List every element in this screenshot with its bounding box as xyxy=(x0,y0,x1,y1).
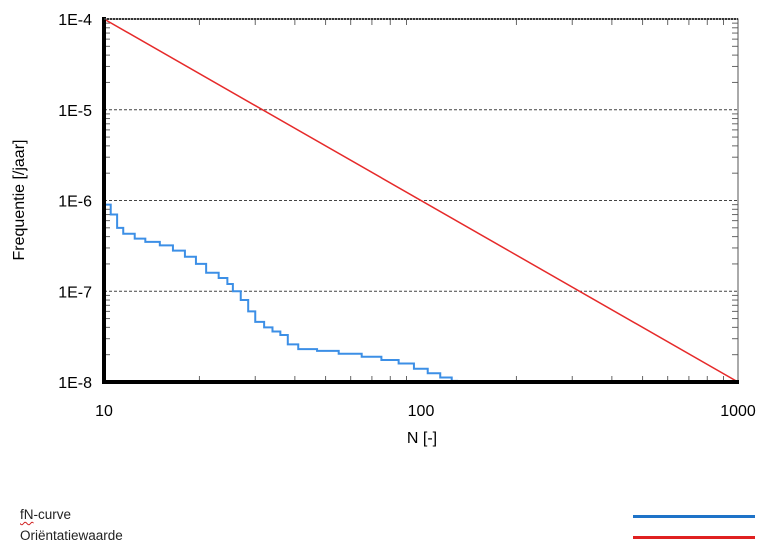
x-tick-label: 10 xyxy=(95,403,113,420)
tick-labels: 10 100 1000 1E-4 1E-5 1E-6 1E-7 1E-8 xyxy=(58,12,756,420)
series-layer xyxy=(103,18,739,383)
x-tick-label: 1000 xyxy=(720,403,756,420)
y-tick-label: 1E-5 xyxy=(58,103,92,120)
fn-curve-line xyxy=(104,203,459,382)
orientatiewaarde-line xyxy=(103,18,739,383)
axes xyxy=(102,17,739,384)
y-axis-label: Frequentie [/jaar] xyxy=(11,140,28,261)
x-axis-label: N [-] xyxy=(407,430,437,447)
y-tick-label: 1E-7 xyxy=(58,284,92,301)
y-tick-label: 1E-8 xyxy=(58,375,92,392)
x-tick-label: 100 xyxy=(408,403,435,420)
y-tick-label: 1E-6 xyxy=(58,194,92,211)
y-tick-label: 1E-4 xyxy=(58,12,92,29)
